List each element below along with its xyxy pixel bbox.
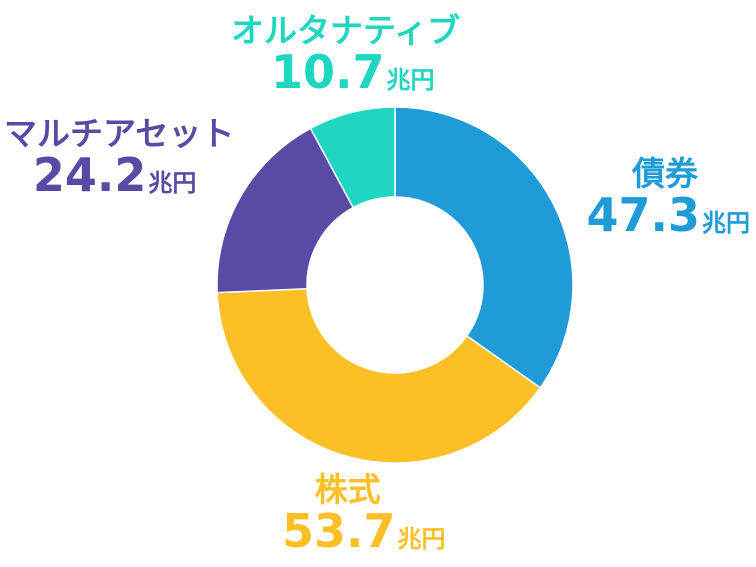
slice-name-stocks: 株式 — [314, 470, 381, 509]
slice-value-bonds: 47.3兆円 — [586, 188, 751, 242]
label-bonds: 債券 47.3兆円 — [587, 157, 751, 238]
label-alternative: オルタナティブ 10.7兆円 — [231, 14, 460, 95]
slice-alternative — [309, 106, 396, 209]
slice-value-stocks: 53.7兆円 — [282, 504, 446, 558]
slice-name-bonds: 債券 — [632, 154, 698, 193]
slice-bonds — [394, 106, 574, 389]
slice-name-alternative: オルタナティブ — [231, 11, 461, 50]
slice-stocks — [216, 287, 542, 464]
label-stocks: 株式 53.7兆円 — [282, 473, 446, 554]
slice-value-alternative: 10.7兆円 — [271, 45, 435, 99]
slice-value-multi-asset: 24.2兆円 — [32, 148, 197, 202]
slice-multi-asset — [216, 127, 355, 294]
label-multi-asset: マルチアセット 24.2兆円 — [4, 117, 234, 198]
slice-name-multi-asset: マルチアセット — [4, 114, 235, 153]
